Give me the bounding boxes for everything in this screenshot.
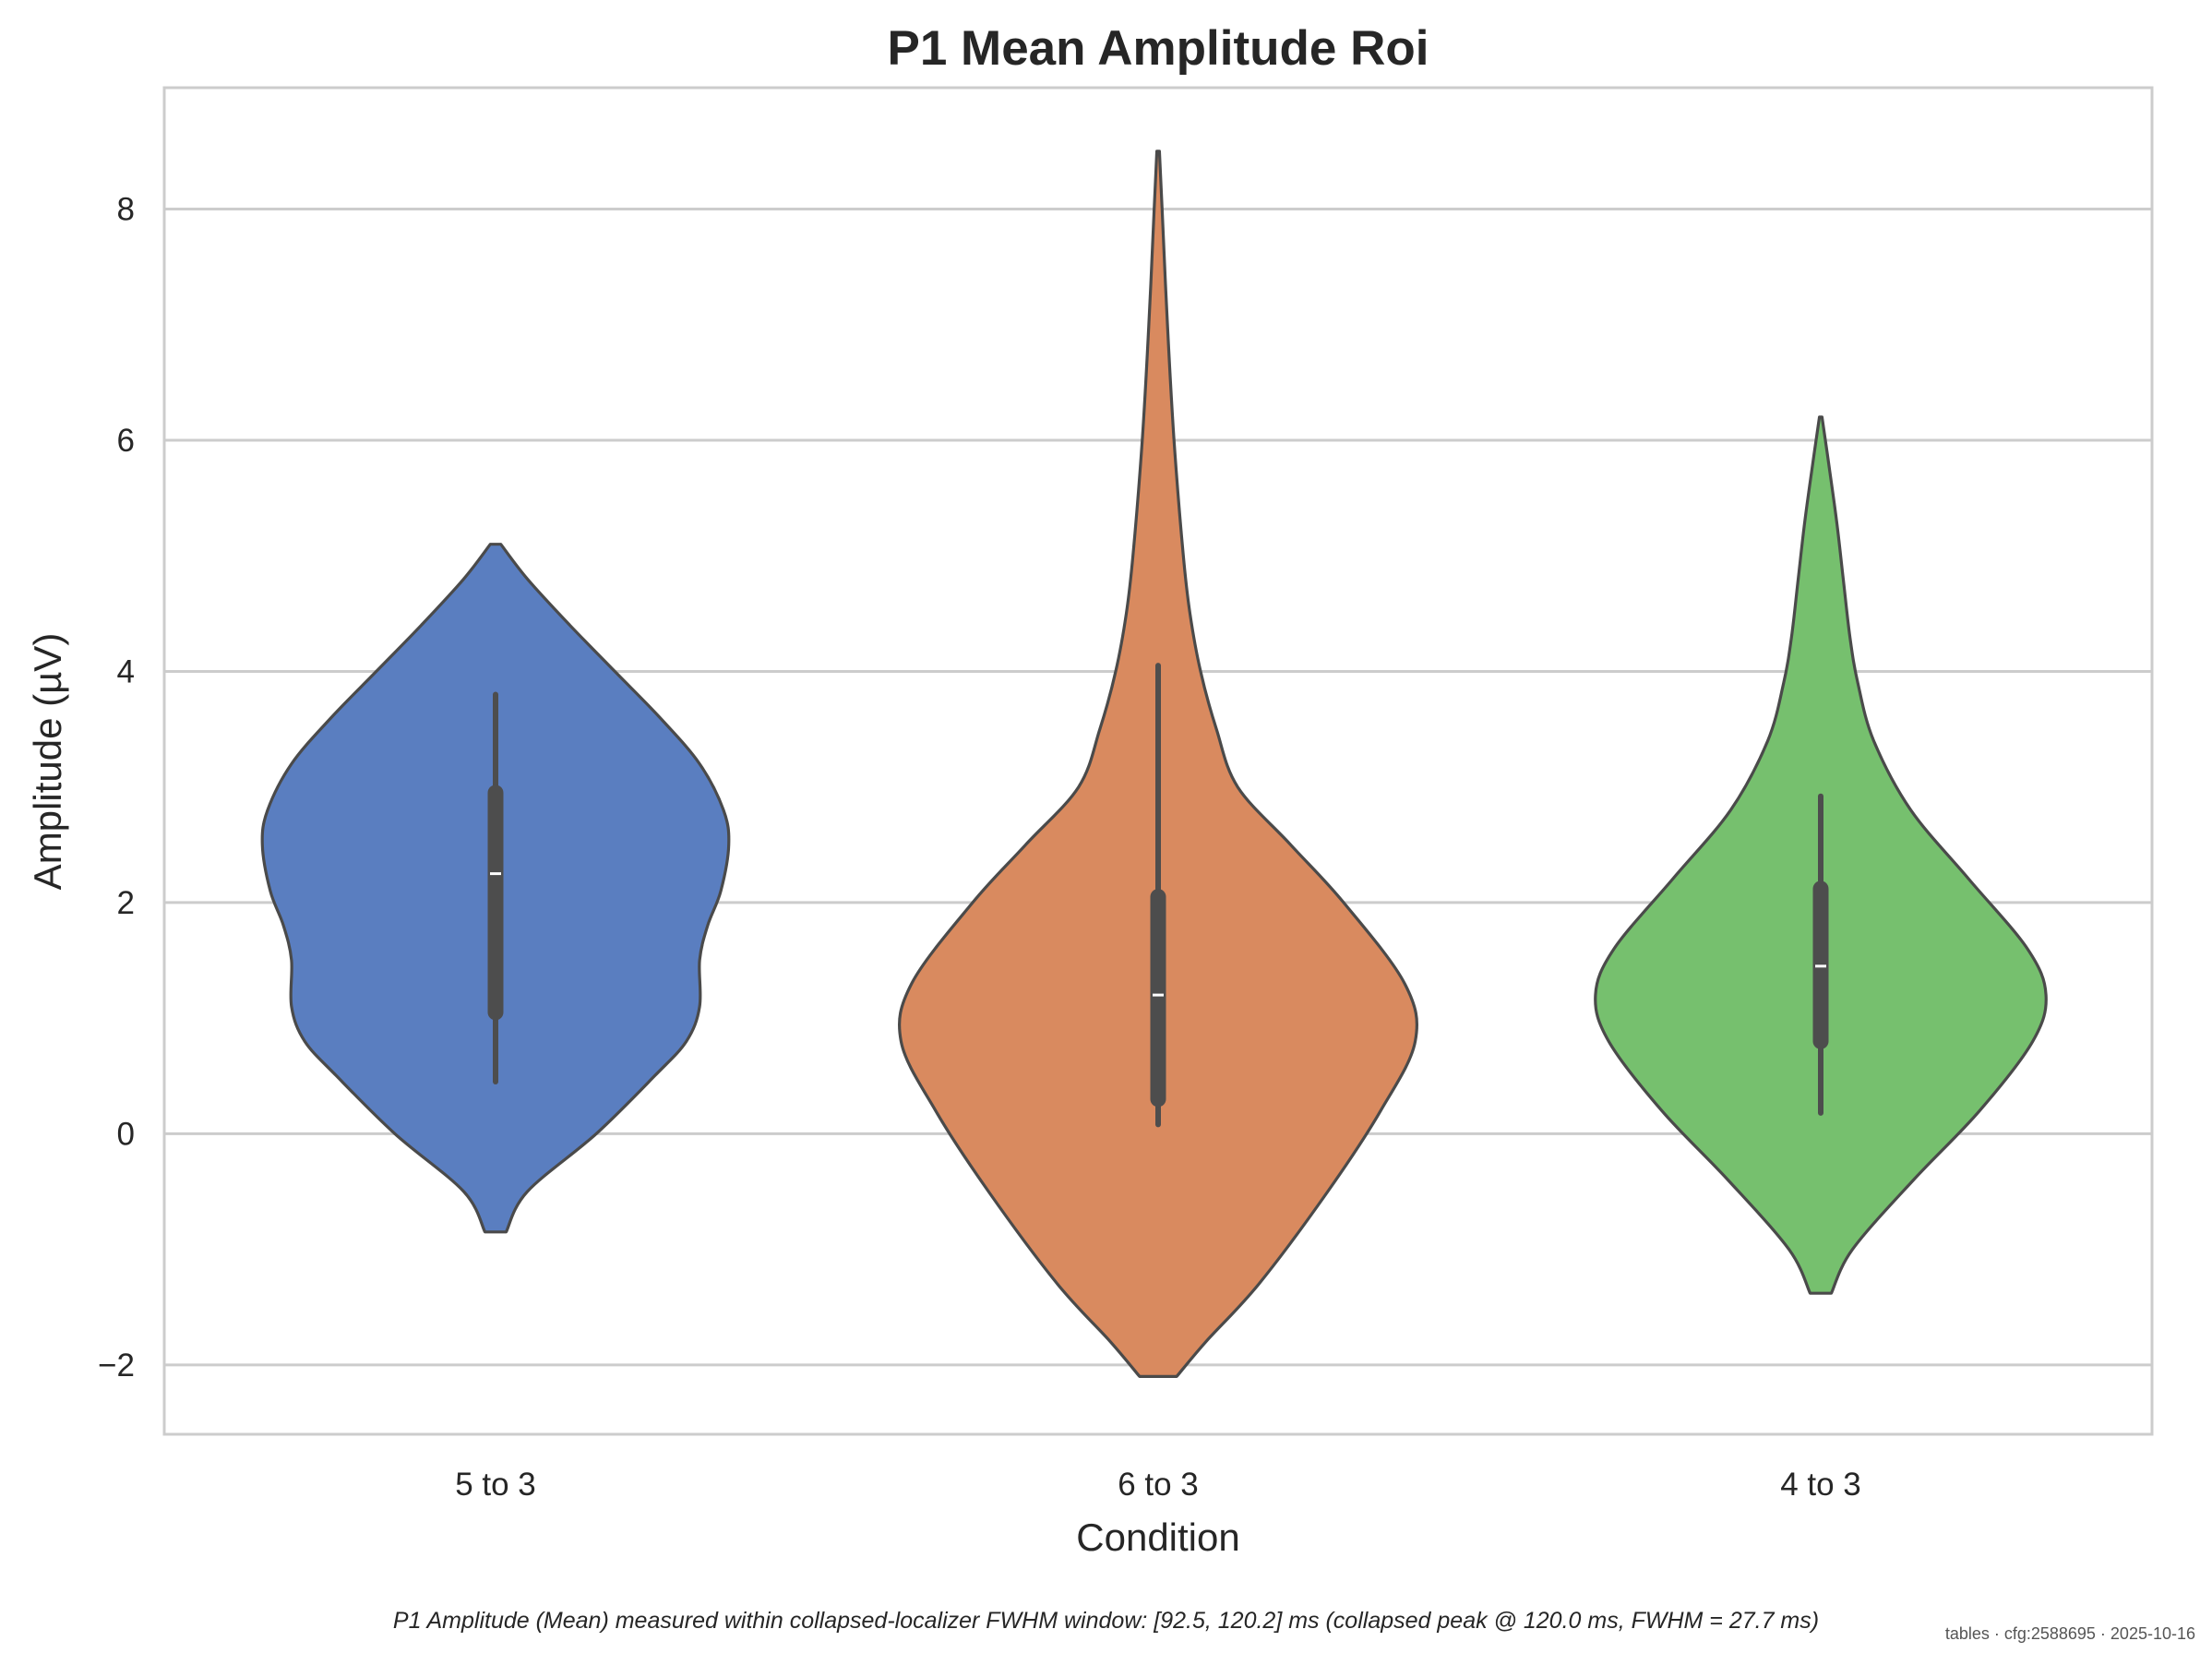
y-tick-label-3: 4 bbox=[117, 653, 135, 689]
x-tick-labels: 5 to 3 6 to 3 4 to 3 bbox=[455, 1467, 1861, 1503]
y-tick-label-0: −2 bbox=[98, 1348, 135, 1384]
y-tick-label-2: 2 bbox=[117, 885, 135, 921]
x-axis-label: Condition bbox=[1076, 1515, 1239, 1559]
x-tick-label-0: 5 to 3 bbox=[455, 1467, 536, 1503]
y-tick-label-4: 6 bbox=[117, 423, 135, 459]
y-axis-label: Amplitude (µV) bbox=[26, 633, 69, 891]
plot-frame bbox=[162, 86, 2154, 1436]
violin-1 bbox=[898, 150, 1418, 1378]
figure-stamp: tables · cfg:2588695 · 2025-10-16 bbox=[1944, 1624, 2195, 1643]
violins bbox=[260, 150, 2048, 1378]
x-tick-label-1: 6 to 3 bbox=[1118, 1467, 1199, 1503]
violin-2 bbox=[1594, 415, 2048, 1295]
y-tick-label-1: 0 bbox=[117, 1116, 135, 1152]
x-tick-label-2: 4 to 3 bbox=[1780, 1467, 1861, 1503]
y-tick-labels: −2 0 2 4 6 8 bbox=[98, 191, 135, 1383]
violin-0 bbox=[260, 543, 731, 1234]
chart-title: P1 Mean Amplitude Roi bbox=[888, 21, 1429, 76]
y-tick-label-5: 8 bbox=[117, 191, 135, 227]
figure-caption: P1 Amplitude (Mean) measured within coll… bbox=[392, 1608, 1820, 1634]
